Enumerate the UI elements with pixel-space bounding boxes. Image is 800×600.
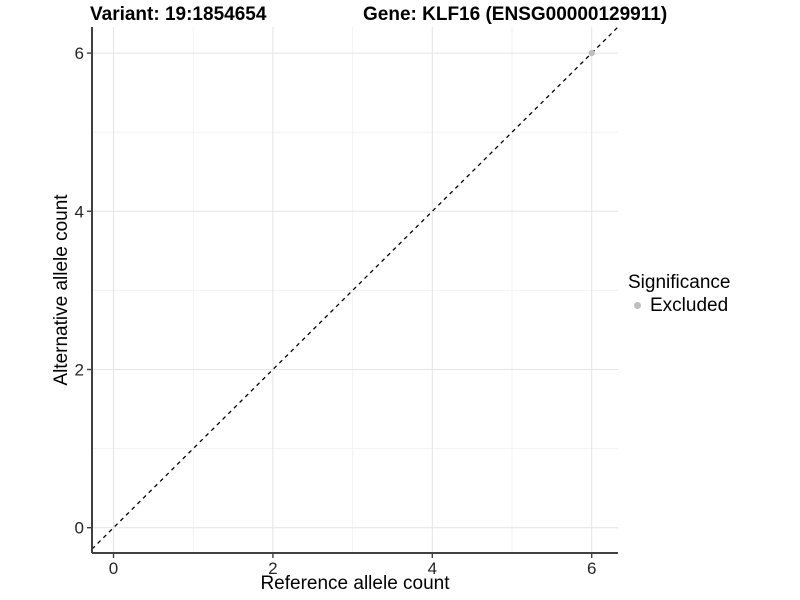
y-tick-label: 2 — [75, 360, 84, 379]
x-tick-label: 4 — [428, 559, 437, 578]
legend-item-excluded: Excluded — [628, 294, 730, 317]
data-point — [588, 50, 595, 57]
legend-title: Significance — [628, 272, 731, 293]
identity-dashed-line — [91, 26, 619, 550]
x-tick-label: 6 — [587, 559, 596, 578]
x-axis-title: Reference allele count — [260, 573, 450, 594]
y-axis-title: Alternative allele count — [51, 194, 72, 386]
legend-item-label: Excluded — [650, 295, 729, 316]
legend-key-dot-icon — [634, 302, 641, 309]
x-tick-label: 2 — [268, 559, 277, 578]
x-tick-label: 0 — [109, 559, 118, 578]
plot-title-gene: Gene: KLF16 (ENSG00000129911) — [363, 4, 668, 25]
legend: Significance Excluded — [628, 271, 730, 317]
y-tick-label: 0 — [75, 519, 84, 538]
plot-title-variant: Variant: 19:1854654 — [90, 4, 267, 25]
y-tick-label: 4 — [75, 202, 84, 221]
y-tick-label: 6 — [75, 44, 84, 63]
